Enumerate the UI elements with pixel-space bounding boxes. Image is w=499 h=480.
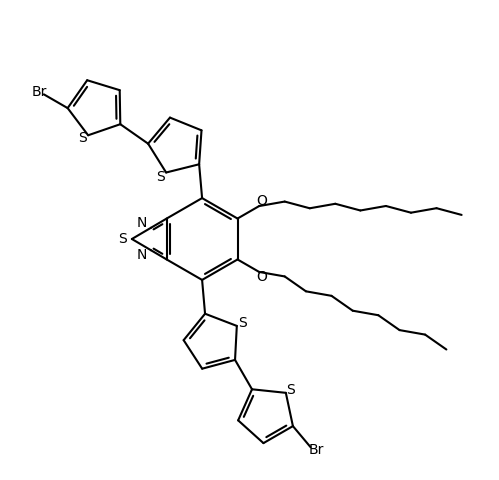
Text: Br: Br <box>309 443 324 456</box>
Text: S: S <box>119 232 127 246</box>
Text: S: S <box>239 316 247 330</box>
Text: O: O <box>256 270 267 284</box>
Text: S: S <box>286 384 295 397</box>
Text: N: N <box>137 248 147 262</box>
Text: O: O <box>256 194 267 208</box>
Text: S: S <box>156 169 165 183</box>
Text: N: N <box>137 216 147 230</box>
Text: S: S <box>78 131 86 145</box>
Text: Br: Br <box>31 85 46 99</box>
